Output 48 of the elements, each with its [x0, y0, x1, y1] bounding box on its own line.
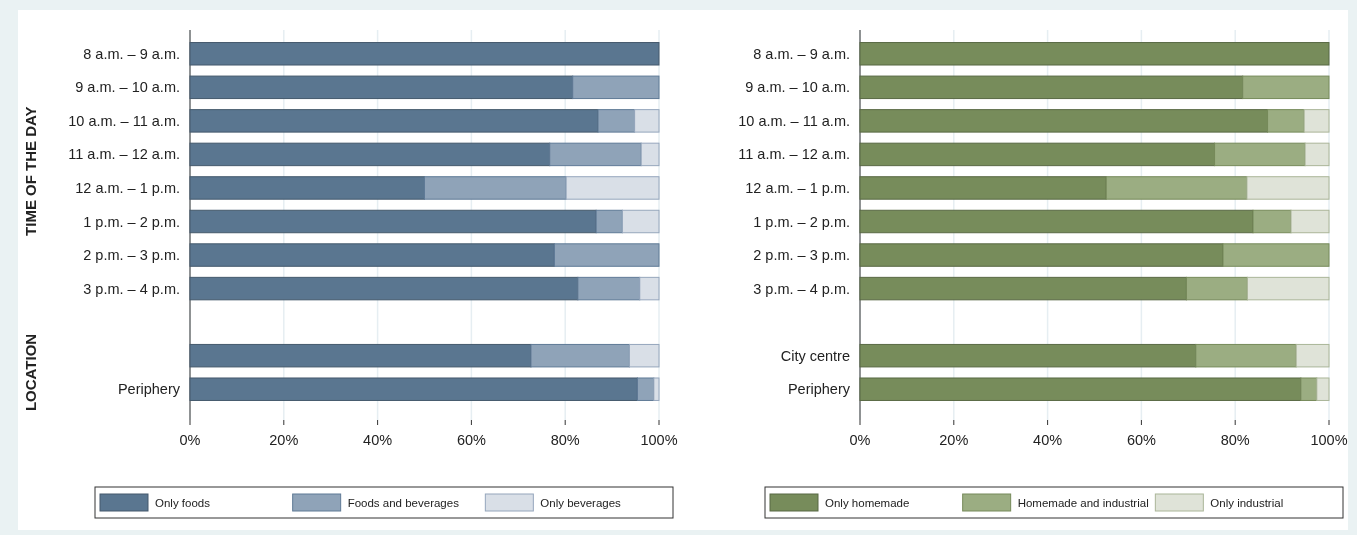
y-tick-label: 10 a.m. – 11 a.m.: [68, 112, 180, 129]
x-tick-label: 40%: [363, 432, 393, 448]
legend-label: Only industrial: [1210, 496, 1284, 509]
bar: [1295, 343, 1330, 368]
y-tick-label: 8 a.m. – 9 a.m.: [83, 45, 180, 62]
y-tick-label: 1 p.m. – 2 p.m.: [753, 213, 850, 230]
y-tick-label: 12 a.m. – 1 p.m.: [75, 180, 180, 197]
y-tick-label: 9 a.m. – 10 a.m.: [75, 79, 180, 96]
y-tick-label: 2 p.m. – 3 p.m.: [83, 247, 180, 264]
x-tick-label: 0%: [849, 432, 871, 448]
y-tick-label: City centre: [780, 347, 850, 364]
y-tick-label: 9 a.m. – 10 a.m.: [745, 79, 850, 96]
x-tick-label: 100%: [640, 432, 678, 448]
y-tick-label: 12 a.m. – 1 p.m.: [745, 180, 850, 197]
y-tick-label: 1 p.m. – 2 p.m.: [83, 213, 180, 230]
y-tick-label: 11 a.m. – 12 a.m.: [68, 146, 180, 163]
bar: [189, 42, 660, 66]
legend-label: Only homemade: [825, 496, 910, 509]
bar: [1303, 109, 1330, 133]
y-tick-label: 11 a.m. – 12 a.m.: [738, 146, 850, 163]
y-axis-title: TIME OF THE DAY: [22, 106, 39, 236]
text: LOCATION: [22, 333, 39, 412]
bar: [859, 42, 1330, 66]
x-tick-label: 60%: [1126, 432, 1157, 448]
bar: [1304, 142, 1330, 167]
bar: [1246, 276, 1330, 301]
y-tick-label: 3 p.m. – 4 p.m.: [753, 280, 850, 297]
x-tick-label: 20%: [269, 432, 299, 448]
x-tick-label: 100%: [1310, 432, 1348, 448]
x-tick-label: 0%: [179, 432, 201, 448]
x-tick-label: 80%: [550, 432, 580, 448]
x-tick-label: 60%: [456, 432, 487, 448]
y-tick-label: Periphery: [117, 381, 181, 398]
x-tick-label: 20%: [939, 432, 969, 448]
y-tick-label: 3 p.m. – 4 p.m.: [83, 280, 180, 297]
y-tick-label: Periphery: [787, 381, 851, 398]
legend-label: Only foods: [155, 496, 211, 509]
x-tick-label: 80%: [1220, 432, 1250, 448]
legend-label: Homemade and industrial: [1017, 496, 1149, 509]
bar: [1316, 377, 1330, 401]
y-tick-label: 10 a.m. – 11 a.m.: [738, 112, 850, 129]
x-tick-label: 40%: [1033, 432, 1063, 448]
bar: [1290, 209, 1330, 234]
legend-label: Only beverages: [540, 496, 622, 509]
y-tick-label: 2 p.m. – 3 p.m.: [753, 247, 850, 264]
bar: [1246, 176, 1330, 200]
legend-label: Foods and beverages: [347, 496, 460, 509]
y-tick-label: 8 a.m. – 9 a.m.: [753, 45, 850, 62]
